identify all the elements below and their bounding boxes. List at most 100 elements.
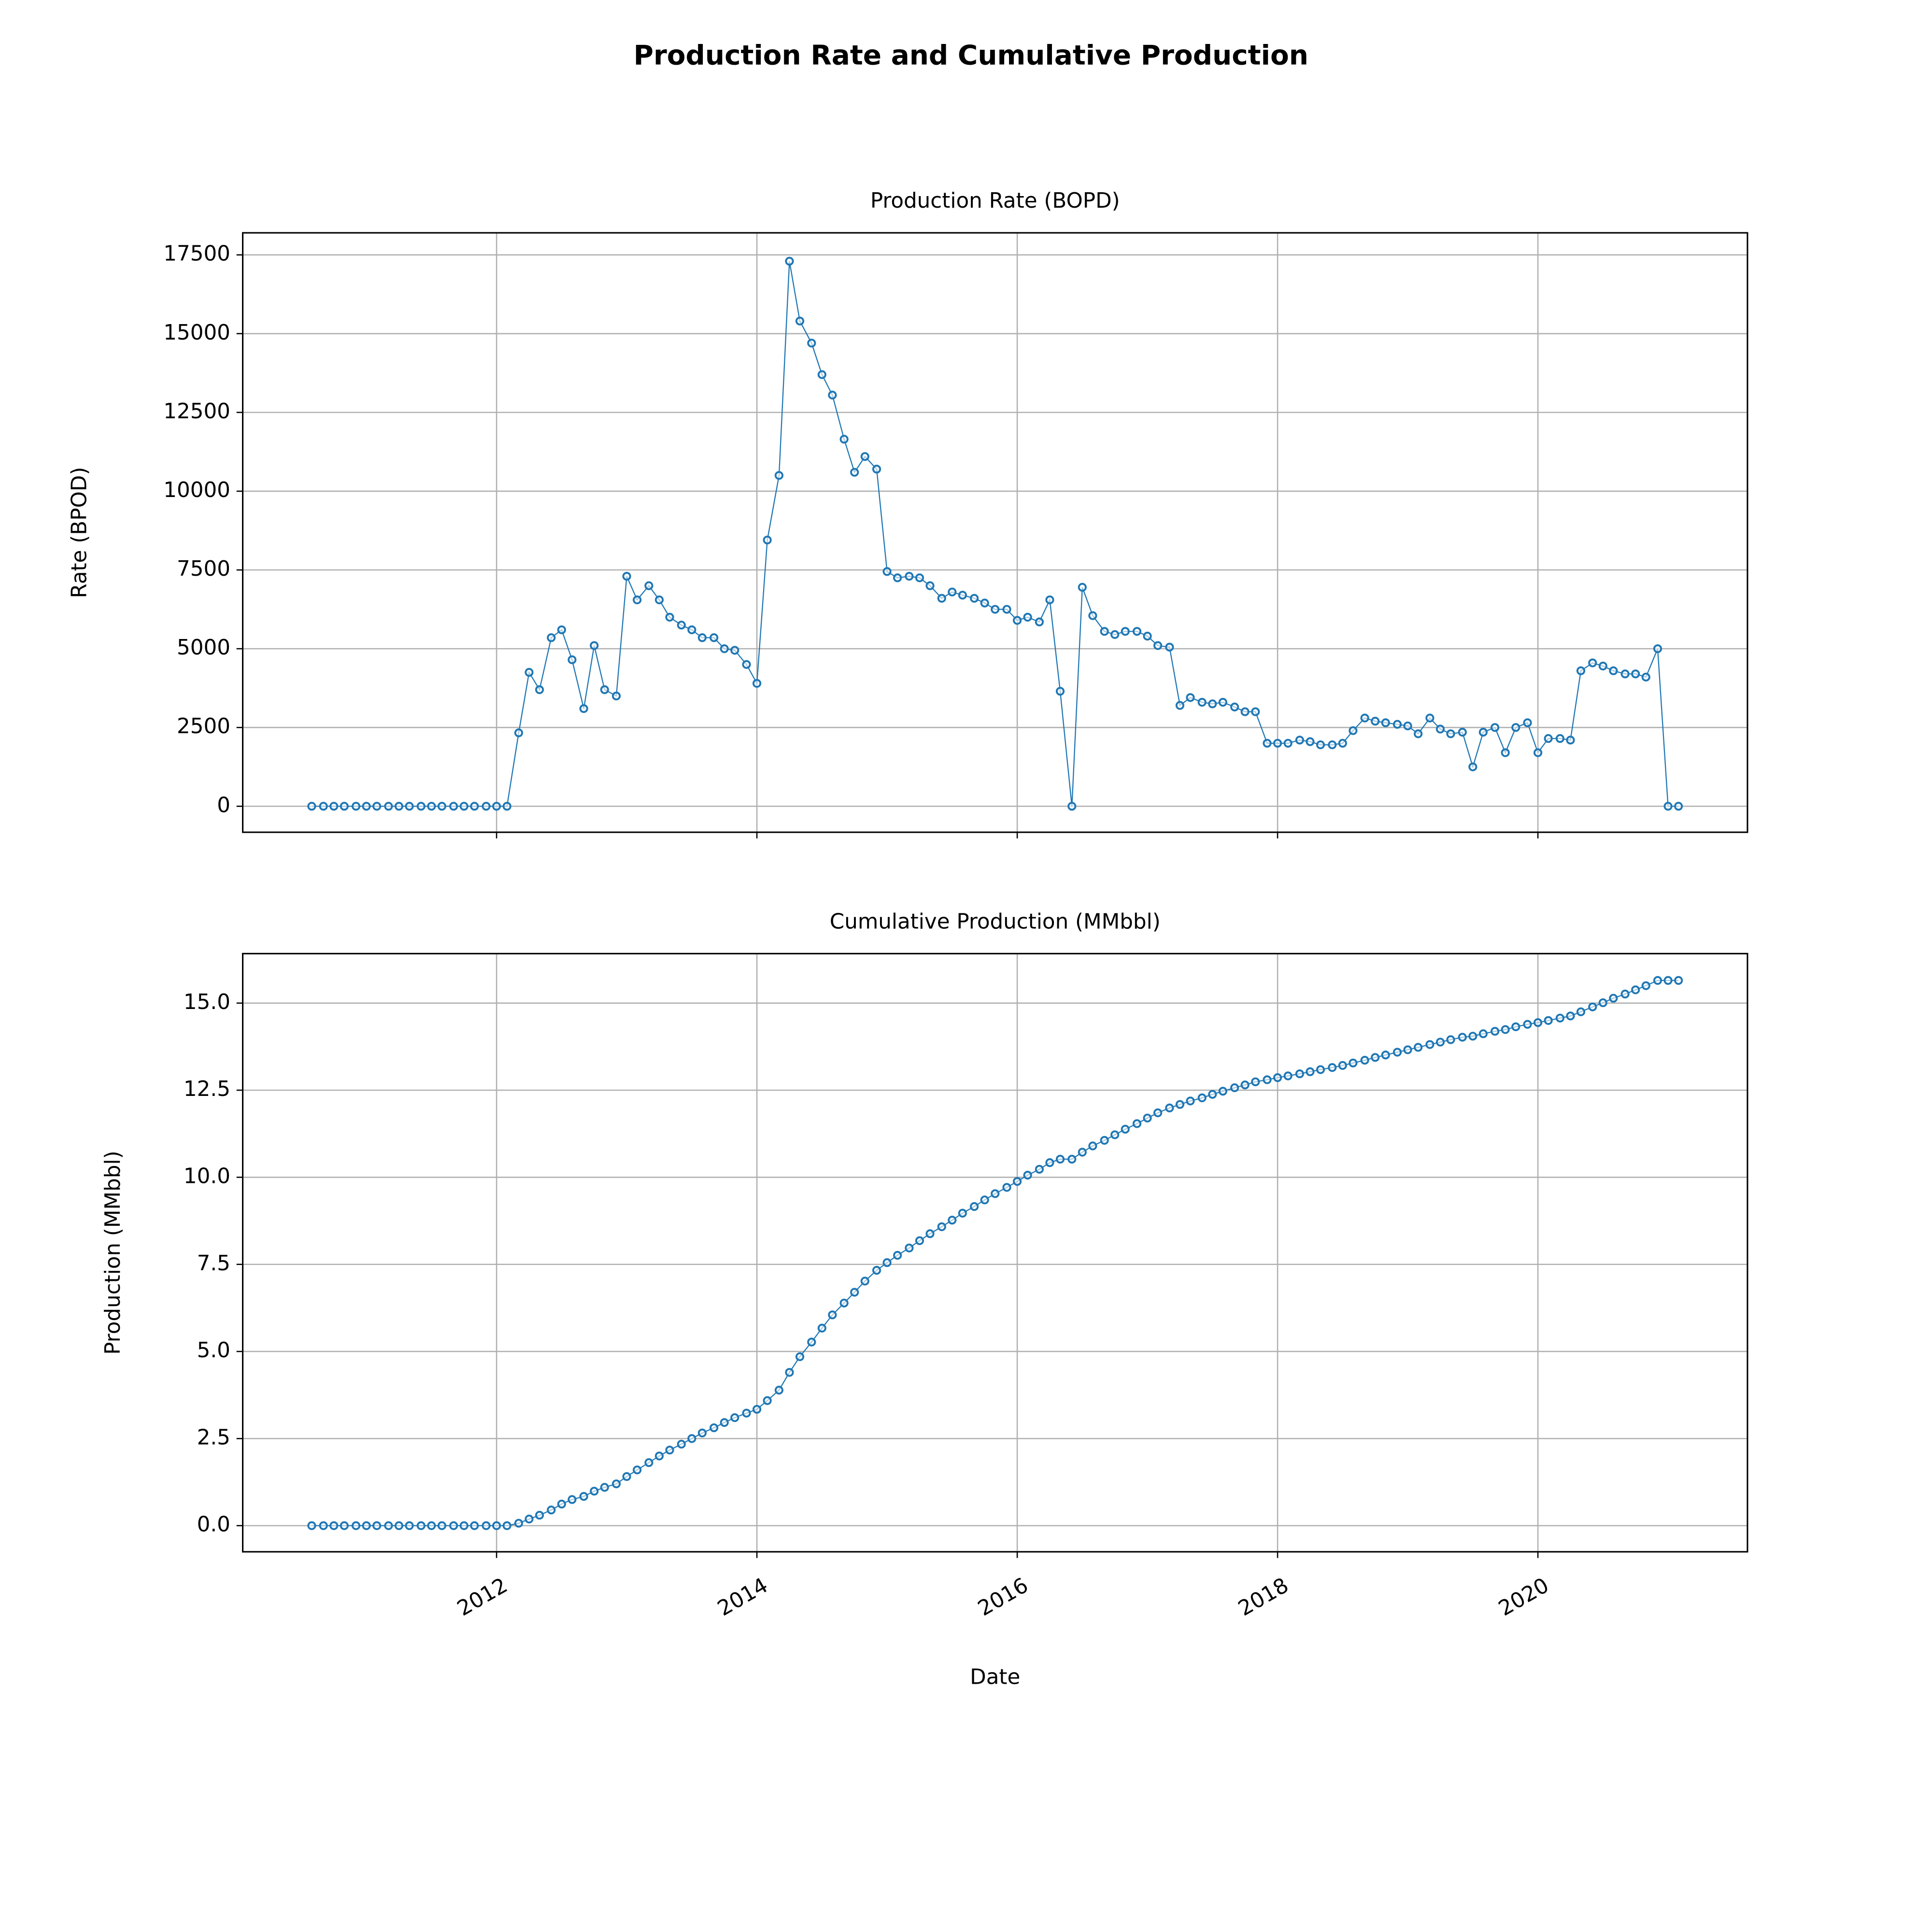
data-point: [905, 1243, 914, 1252]
data-point: [492, 802, 501, 811]
data-point: [1674, 976, 1683, 985]
y-tick-label: 15000: [163, 321, 230, 345]
data-point: [1371, 717, 1380, 726]
data-point: [817, 370, 826, 379]
data-point: [710, 633, 719, 642]
data-point: [677, 1439, 686, 1449]
data-point: [654, 1451, 664, 1461]
data-point: [351, 1521, 361, 1530]
data-point: [416, 1521, 426, 1530]
data-point: [925, 581, 935, 590]
data-point: [1349, 726, 1358, 735]
data-point: [1620, 669, 1630, 679]
data-point: [850, 1288, 859, 1297]
data-point: [459, 1521, 469, 1530]
data-point: [1295, 736, 1304, 745]
data-point: [622, 571, 631, 581]
data-point: [1002, 605, 1011, 614]
data-point: [1392, 720, 1402, 729]
data-point: [1143, 631, 1152, 641]
data-point: [807, 1337, 816, 1347]
data-point: [1197, 697, 1207, 707]
data-point: [482, 1521, 491, 1530]
data-point: [730, 1413, 739, 1422]
data-point: [1566, 1011, 1575, 1021]
data-point: [1023, 1170, 1032, 1180]
data-point: [882, 1258, 892, 1267]
y-tick-label: 2500: [177, 714, 230, 739]
data-point: [1328, 740, 1337, 750]
data-point: [1100, 1136, 1109, 1145]
data-point: [1153, 1108, 1163, 1118]
data-point: [1663, 802, 1673, 811]
data-point: [470, 1521, 479, 1530]
data-point: [872, 465, 881, 474]
data-point: [611, 1479, 621, 1489]
data-point: [482, 802, 491, 811]
data-point: [730, 646, 739, 655]
y-axis-label: Production (MMbbl): [101, 1151, 125, 1354]
data-point: [1653, 976, 1662, 985]
data-point: [427, 1521, 436, 1530]
data-point: [568, 655, 577, 665]
data-point: [970, 594, 979, 603]
y-tick-label: 10000: [163, 478, 230, 502]
data-point: [502, 802, 511, 811]
data-point: [1110, 630, 1120, 639]
y-tick-label: 0.0: [197, 1513, 230, 1537]
y-tick-label: 5000: [177, 636, 230, 660]
data-point: [1208, 1090, 1217, 1099]
data-point: [1414, 729, 1423, 739]
data-point: [1186, 1096, 1195, 1106]
data-point: [795, 1352, 805, 1361]
x-axis-label: Date: [970, 1665, 1020, 1689]
data-point: [785, 1368, 794, 1377]
data-point: [1338, 739, 1347, 748]
data-point: [1197, 1093, 1207, 1103]
data-point: [1263, 739, 1272, 748]
data-point: [860, 1277, 869, 1286]
data-point: [600, 685, 609, 695]
data-point: [1392, 1048, 1402, 1057]
data-point: [860, 452, 869, 461]
data-point: [384, 802, 393, 811]
data-point: [1045, 595, 1054, 605]
subplot-title: Production Rate (BOPD): [870, 189, 1120, 213]
data-point: [677, 621, 686, 630]
data-point: [785, 256, 794, 266]
data-point: [763, 535, 772, 545]
data-point: [535, 1510, 544, 1520]
data-point: [763, 1396, 772, 1405]
data-point: [416, 802, 426, 811]
data-point: [1165, 1103, 1174, 1112]
data-point: [980, 598, 989, 608]
data-point: [1458, 1033, 1467, 1042]
data-point: [557, 1499, 566, 1509]
data-point: [1446, 729, 1455, 739]
data-point: [1208, 699, 1217, 709]
data-point: [1175, 1100, 1185, 1109]
data-point: [1653, 644, 1662, 653]
data-point: [535, 685, 544, 695]
data-point: [817, 1323, 826, 1333]
y-tick-label: 10.0: [184, 1164, 230, 1188]
data-point: [1121, 627, 1130, 636]
data-point: [970, 1202, 979, 1211]
data-point: [1100, 627, 1109, 636]
data-point: [449, 1521, 458, 1530]
data-point: [372, 1521, 382, 1530]
data-point: [1132, 1119, 1142, 1128]
data-point: [1631, 669, 1640, 679]
data-point: [405, 1521, 414, 1530]
data-point: [948, 1216, 957, 1225]
data-point: [850, 468, 859, 477]
data-point: [633, 1465, 642, 1475]
data-point: [915, 1236, 924, 1245]
data-point: [948, 587, 957, 597]
data-point: [1295, 1069, 1304, 1079]
data-point: [394, 802, 404, 811]
data-point: [1425, 1040, 1435, 1049]
data-point: [644, 581, 653, 590]
data-point: [1035, 617, 1044, 626]
